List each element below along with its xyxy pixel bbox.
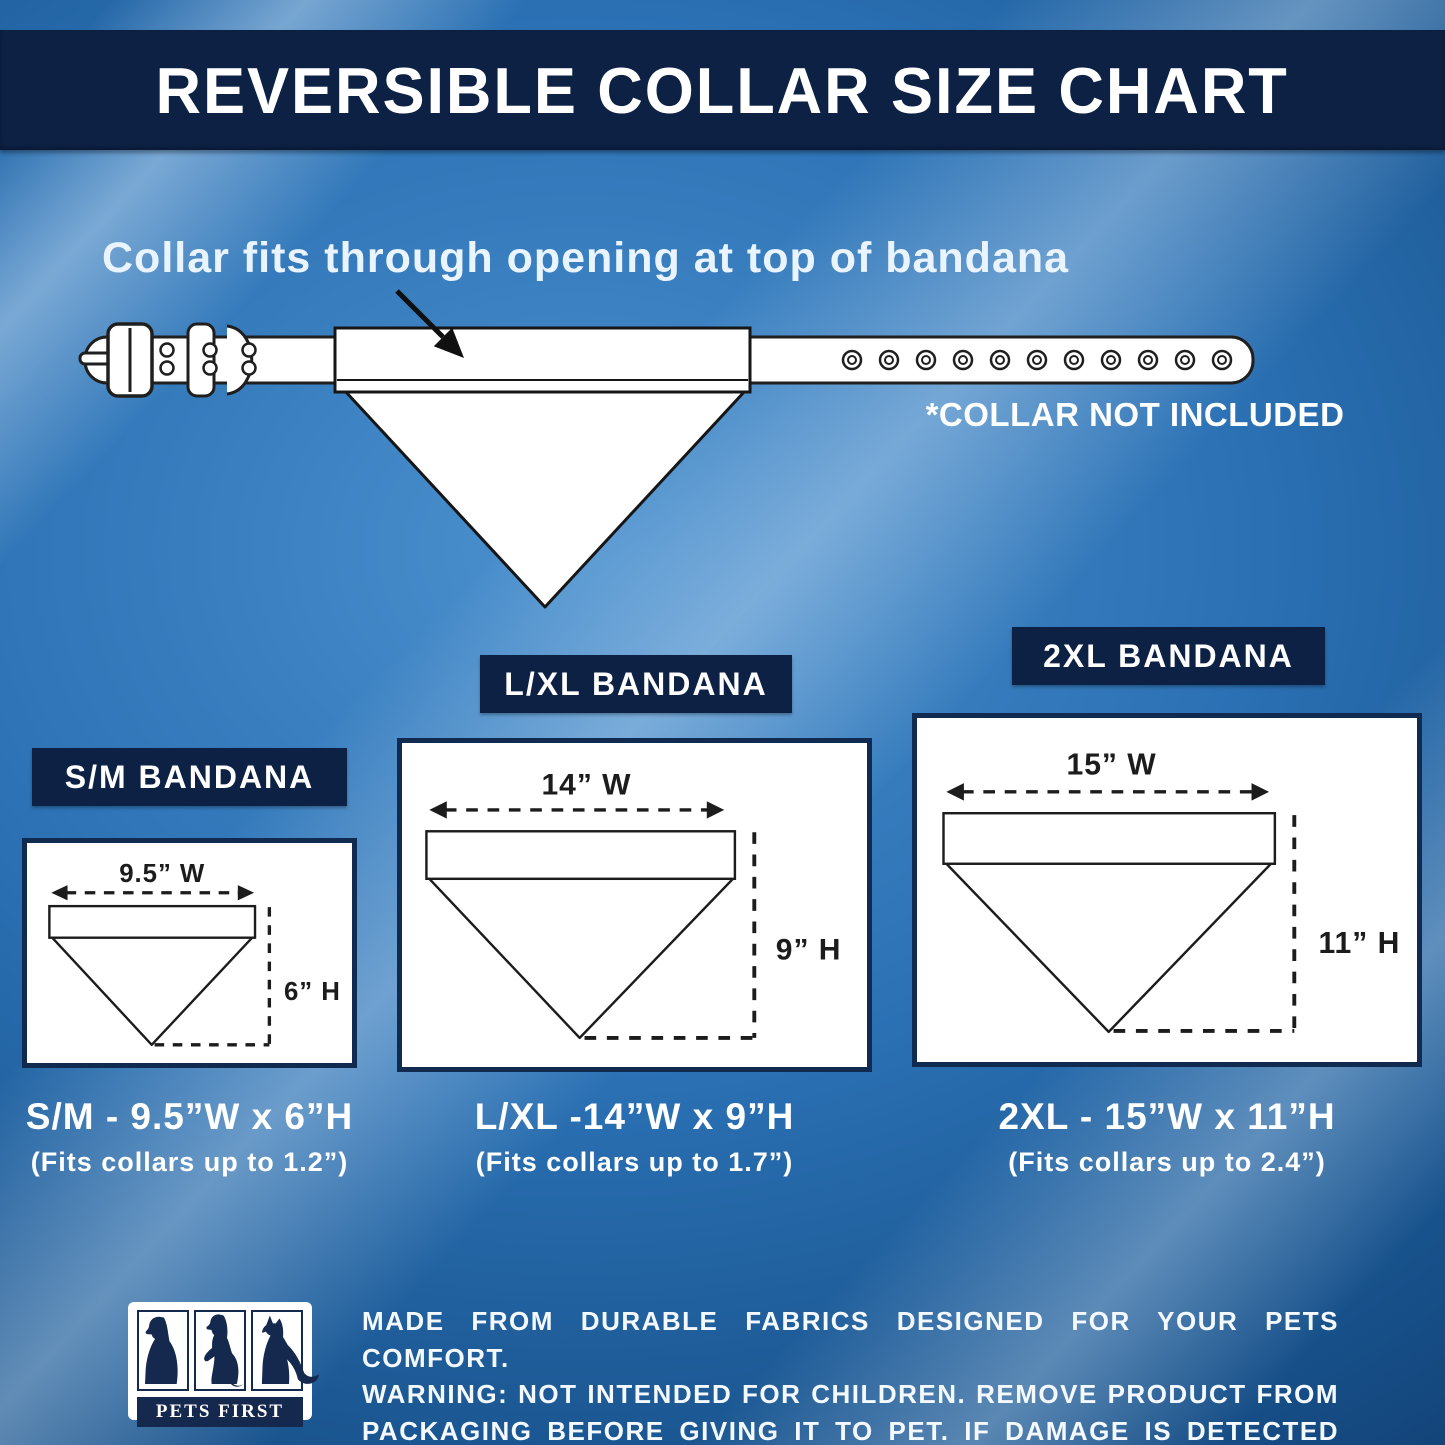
disclaimer-line: WARNING: NOT INTENDED FOR CHILDREN. REMO… <box>362 1379 1339 1409</box>
width-label-sm: 9.5” W <box>119 860 205 888</box>
disclaimer-line: PACKAGING BEFORE GIVING IT TO PET. IF DA… <box>362 1415 1339 1445</box>
size-dimensions-lxl: L/XL -14”W x 9”H <box>474 1096 795 1137</box>
size-fits-2xl: (Fits collars up to 2.4”) <box>1008 1147 1326 1177</box>
size-diagram-2xl: 15” W 11” H <box>912 713 1422 1067</box>
size-fits-sm: (Fits collars up to 1.2”) <box>30 1147 349 1177</box>
collar-d-ring <box>226 324 254 396</box>
title-banner: REVERSIBLE COLLAR SIZE CHART <box>0 30 1445 150</box>
logo-text: PETS FIRST <box>137 1396 303 1427</box>
collar-illustration <box>78 289 1255 609</box>
disclaimer-line: MADE FROM DURABLE FABRICS DESIGNED FOR Y… <box>362 1306 1339 1373</box>
width-arrow-2xl <box>946 783 1270 801</box>
width-arrow-sm <box>51 885 255 901</box>
logo-dog-panels <box>137 1310 319 1391</box>
pets-first-logo: PETS FIRST <box>128 1302 319 1427</box>
bandana-outline-sm <box>48 904 257 1047</box>
height-label-2xl: 11” H <box>1318 927 1400 960</box>
height-label-lxl: 9” H <box>776 933 842 966</box>
height-line-2xl <box>1113 815 1297 1033</box>
footer-disclaimer: MADE FROM DURABLE FABRICS DESIGNED FOR Y… <box>362 1303 1339 1445</box>
dog-begging-icon <box>194 1310 246 1391</box>
bandana-outline-lxl <box>425 830 737 1040</box>
collar-caption: Collar fits through opening at top of ba… <box>102 234 1070 282</box>
pointer-arrow-icon <box>395 289 464 358</box>
size-dimensions-sm: S/M - 9.5”W x 6”H <box>25 1096 354 1137</box>
width-label-2xl: 15” W <box>1067 748 1157 781</box>
height-label-sm: 6” H <box>284 978 341 1006</box>
width-label-lxl: 14” W <box>541 768 631 801</box>
size-header-2xl: 2XL BANDANA <box>1012 627 1325 685</box>
size-diagram-sm: 9.5” W 6” H <box>22 838 357 1068</box>
height-line-sm <box>154 907 272 1047</box>
size-caption-2xl: 2XL - 15”W x 11”H (Fits collars up to 2.… <box>912 1096 1422 1178</box>
dog-shepherd-icon <box>251 1310 319 1391</box>
bandana-sleeve <box>333 326 752 394</box>
buckle-icon <box>78 322 154 398</box>
size-fits-lxl: (Fits collars up to 1.7”) <box>475 1147 794 1177</box>
collar-keeper-loop <box>186 322 216 398</box>
dog-sitting-icon <box>137 1310 189 1391</box>
page-title: REVERSIBLE COLLAR SIZE CHART <box>155 53 1290 127</box>
collar-note: *COLLAR NOT INCLUDED <box>925 396 1345 433</box>
size-caption-lxl: L/XL -14”W x 9”H (Fits collars up to 1.7… <box>397 1096 872 1178</box>
size-diagram-lxl: 14” W 9” H <box>397 738 872 1072</box>
width-arrow-lxl <box>429 801 725 819</box>
size-header-lxl: L/XL BANDANA <box>480 655 792 713</box>
size-caption-sm: S/M - 9.5”W x 6”H (Fits collars up to 1.… <box>2 1096 377 1178</box>
size-dimensions-2xl: 2XL - 15”W x 11”H <box>998 1096 1336 1137</box>
bandana-outline-2xl <box>942 812 1277 1034</box>
collar-eyelets <box>841 349 1233 371</box>
collar-holes <box>159 342 257 376</box>
size-header-sm: S/M BANDANA <box>32 748 347 806</box>
bandana-triangle <box>343 389 747 609</box>
height-line-lxl <box>584 832 757 1040</box>
